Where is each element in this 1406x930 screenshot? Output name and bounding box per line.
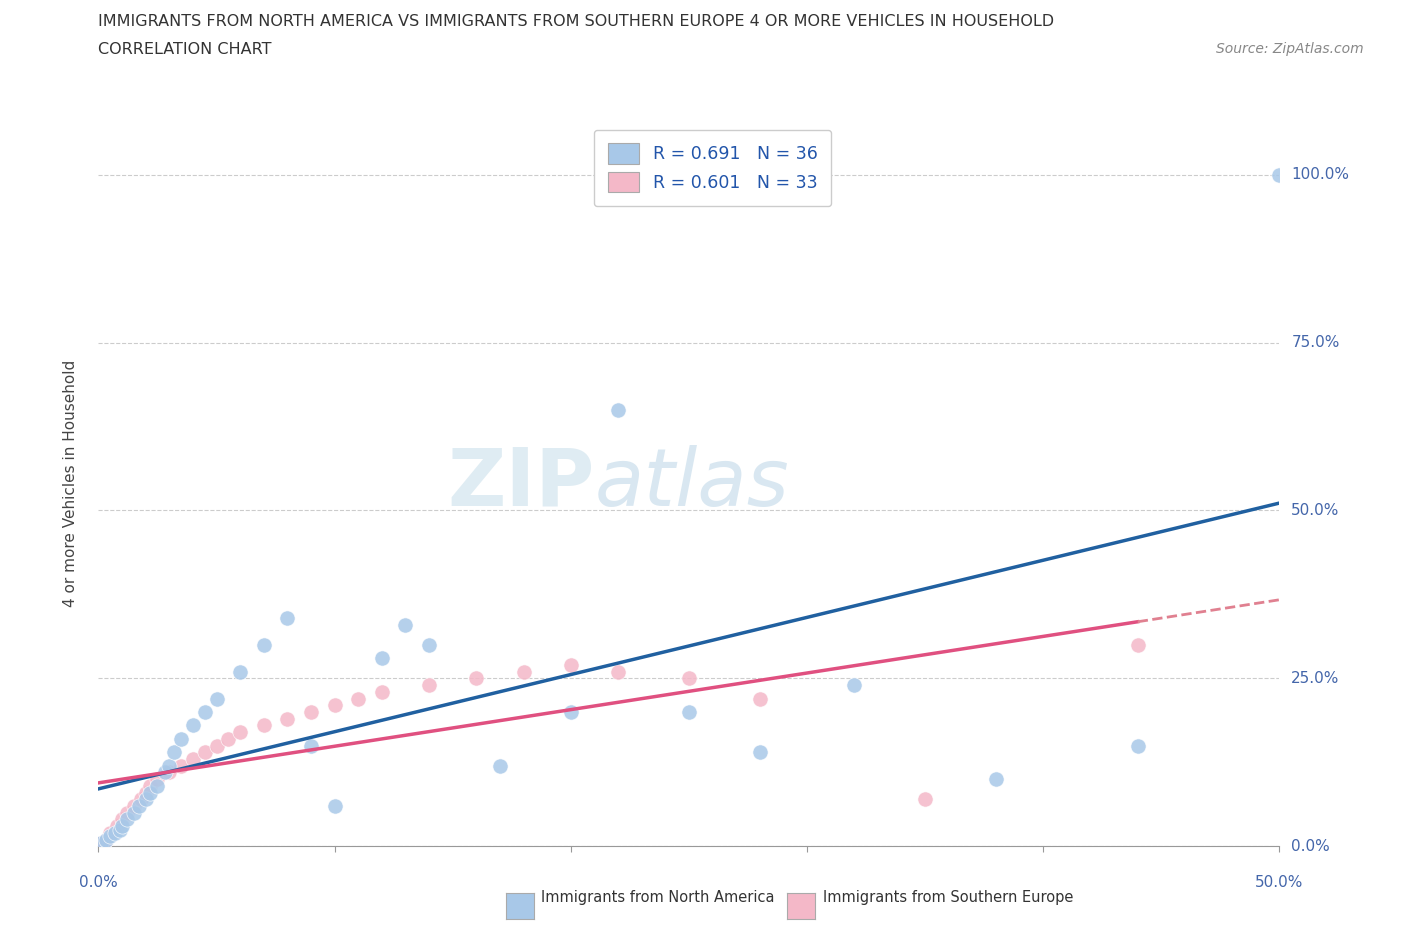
Point: [299, 738, 322, 753]
Point: [276, 610, 298, 625]
Text: 75.0%: 75.0%: [1291, 335, 1340, 350]
Text: Immigrants from North America: Immigrants from North America: [541, 890, 775, 905]
Point: [170, 731, 193, 746]
Point: [122, 805, 145, 820]
Point: [560, 705, 582, 720]
Point: [157, 758, 180, 773]
Point: [217, 731, 239, 746]
Point: [371, 684, 394, 699]
Point: [678, 705, 700, 720]
Point: [253, 718, 276, 733]
Point: [394, 618, 416, 632]
Point: [1126, 637, 1149, 652]
Point: [153, 765, 176, 780]
Point: [489, 758, 512, 773]
Point: [146, 772, 169, 787]
Point: [844, 678, 866, 693]
Point: [418, 637, 440, 652]
Point: [229, 724, 252, 739]
Text: 100.0%: 100.0%: [1291, 167, 1350, 182]
Point: [181, 718, 204, 733]
Point: [914, 791, 936, 806]
Point: [98, 829, 121, 844]
Point: [94, 832, 117, 847]
Point: [135, 791, 157, 806]
Point: [146, 778, 169, 793]
Point: [465, 671, 488, 685]
Point: [371, 651, 394, 666]
Point: [170, 758, 193, 773]
Text: 50.0%: 50.0%: [1291, 503, 1340, 518]
Point: [128, 799, 150, 814]
Point: [512, 664, 534, 679]
Point: [163, 745, 186, 760]
Text: 0.0%: 0.0%: [79, 875, 118, 890]
Point: [105, 818, 128, 833]
Point: [276, 711, 298, 726]
Point: [607, 664, 630, 679]
Point: [205, 738, 228, 753]
Text: 0.0%: 0.0%: [1291, 839, 1330, 854]
Point: [115, 812, 138, 827]
Point: [135, 785, 157, 800]
Point: [253, 637, 276, 652]
Point: [1268, 167, 1291, 182]
Point: [111, 812, 134, 827]
Point: [181, 751, 204, 766]
Point: [104, 826, 127, 841]
Point: [299, 705, 322, 720]
Text: atlas: atlas: [595, 445, 789, 523]
Point: [94, 832, 117, 847]
Point: [229, 664, 252, 679]
Text: 50.0%: 50.0%: [1256, 875, 1303, 890]
Text: Source: ZipAtlas.com: Source: ZipAtlas.com: [1216, 42, 1364, 56]
Point: [984, 772, 1007, 787]
Point: [90, 835, 112, 850]
Point: [1126, 738, 1149, 753]
Legend: R = 0.691   N = 36, R = 0.601   N = 33: R = 0.691 N = 36, R = 0.601 N = 33: [593, 129, 831, 206]
Point: [139, 785, 162, 800]
Point: [122, 799, 145, 814]
Point: [748, 691, 770, 706]
Point: [111, 818, 134, 833]
Point: [323, 698, 346, 712]
Point: [98, 826, 121, 841]
Text: IMMIGRANTS FROM NORTH AMERICA VS IMMIGRANTS FROM SOUTHERN EUROPE 4 OR MORE VEHIC: IMMIGRANTS FROM NORTH AMERICA VS IMMIGRA…: [98, 14, 1054, 29]
Point: [139, 778, 162, 793]
Point: [205, 691, 228, 706]
Point: [194, 745, 217, 760]
Point: [157, 765, 180, 780]
Point: [323, 799, 346, 814]
Text: 25.0%: 25.0%: [1291, 671, 1340, 686]
Point: [347, 691, 370, 706]
Y-axis label: 4 or more Vehicles in Household: 4 or more Vehicles in Household: [63, 360, 77, 607]
Point: [607, 403, 630, 418]
Text: ZIP: ZIP: [447, 445, 595, 523]
Point: [129, 791, 152, 806]
Point: [115, 805, 138, 820]
Text: CORRELATION CHART: CORRELATION CHART: [98, 42, 271, 57]
Point: [108, 822, 131, 837]
Text: Immigrants from Southern Europe: Immigrants from Southern Europe: [823, 890, 1073, 905]
Point: [748, 745, 770, 760]
Point: [194, 705, 217, 720]
Point: [678, 671, 700, 685]
Point: [418, 678, 440, 693]
Point: [560, 658, 582, 672]
Point: [90, 835, 112, 850]
